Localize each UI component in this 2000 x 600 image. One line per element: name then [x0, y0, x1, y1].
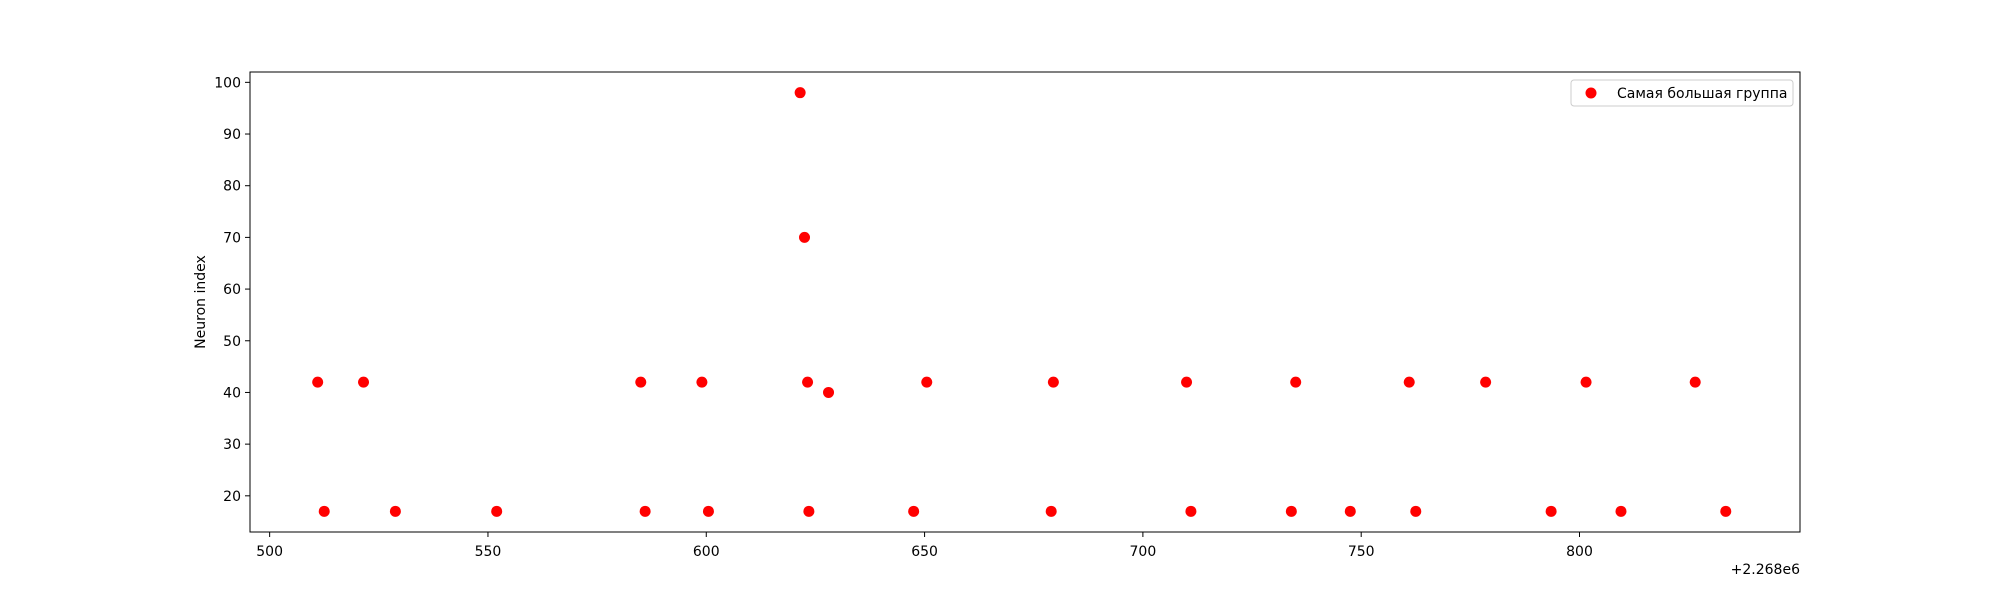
x-tick-label: 650	[911, 544, 938, 560]
data-point	[358, 376, 370, 388]
data-point	[1045, 505, 1057, 517]
data-point	[1580, 376, 1592, 388]
x-tick-label: 750	[1348, 544, 1375, 560]
data-point	[1480, 376, 1492, 388]
x-tick-label: 550	[475, 544, 502, 560]
y-tick-label: 60	[223, 282, 241, 298]
legend-marker	[1585, 87, 1597, 99]
data-point	[1615, 505, 1627, 517]
data-point	[1403, 376, 1415, 388]
x-tick-label: 500	[256, 544, 283, 560]
data-point	[908, 505, 920, 517]
legend: Самая большая группа	[1570, 79, 1794, 107]
x-axis-offset-label: +2.268e6	[1731, 562, 1800, 578]
data-point	[799, 231, 811, 243]
data-point	[491, 505, 503, 517]
data-point	[921, 376, 933, 388]
y-tick-label: 70	[223, 230, 241, 246]
data-point	[1410, 505, 1422, 517]
y-tick-label: 90	[223, 127, 241, 143]
plot-frame	[249, 71, 1801, 533]
y-axis: 20 30 40 50 60 70 80 90 100	[214, 75, 250, 505]
data-point	[1290, 376, 1302, 388]
data-point	[1689, 376, 1701, 388]
data-point	[639, 505, 651, 517]
y-tick-label: 100	[214, 75, 241, 91]
data-point	[1720, 505, 1732, 517]
data-point	[635, 376, 647, 388]
data-point	[1545, 505, 1557, 517]
x-axis: 500 550 600 650 700 750 800	[256, 532, 1593, 560]
data-point	[823, 386, 835, 398]
data-point	[1185, 505, 1197, 517]
legend-label: Самая большая группа	[1617, 86, 1787, 102]
data-point	[803, 505, 815, 517]
y-tick-label: 50	[223, 334, 241, 350]
data-point	[802, 376, 814, 388]
data-point	[318, 505, 330, 517]
data-point	[696, 376, 708, 388]
data-point	[312, 376, 324, 388]
marks-layer	[312, 87, 1732, 517]
x-tick-label: 800	[1566, 544, 1593, 560]
y-tick-label: 30	[223, 437, 241, 453]
data-point	[1181, 376, 1193, 388]
y-tick-label: 40	[223, 385, 241, 401]
x-tick-label: 600	[693, 544, 720, 560]
data-point	[1285, 505, 1297, 517]
data-point	[1047, 376, 1059, 388]
y-tick-label: 20	[223, 489, 241, 505]
data-point	[1344, 505, 1356, 517]
data-point	[702, 505, 714, 517]
data-point	[389, 505, 401, 517]
x-tick-label: 700	[1130, 544, 1157, 560]
y-tick-label: 80	[223, 179, 241, 195]
data-point	[794, 87, 806, 99]
legend-box	[1570, 79, 1794, 107]
y-axis-label: Neuron index	[193, 255, 209, 349]
